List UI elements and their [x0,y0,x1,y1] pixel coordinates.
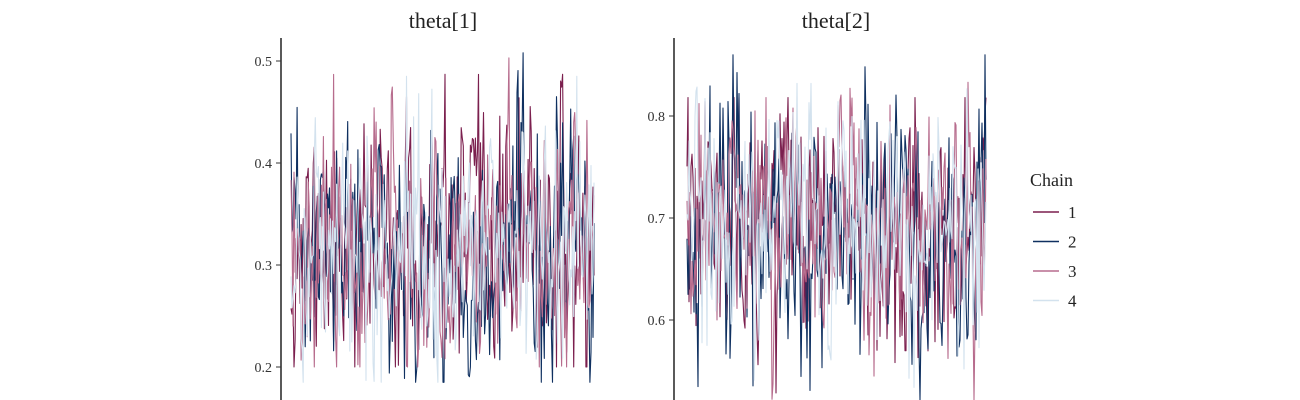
trace-chain-4 [290,75,595,383]
y-tick-label: 0.2 [255,361,273,376]
legend-label-chain-2: 2 [1068,233,1077,252]
panel-title: theta[2] [802,8,870,33]
traces [686,54,987,400]
legend-label-chain-4: 4 [1068,292,1077,311]
y-tick-label: 0.3 [255,259,273,274]
y-ticks: 0.6 0.7 0.8 [648,110,674,329]
panel-theta-1: theta[1] 0.2 0.3 0.4 0.5 [255,8,595,400]
legend-label-chain-3: 3 [1068,262,1077,281]
trace-chain-4 [686,82,987,388]
y-tick-label: 0.7 [648,212,666,227]
legend-entries: 1 2 3 4 [1033,203,1077,311]
panel-theta-2: theta[2] 0.6 0.7 0.8 [648,8,987,400]
y-tick-label: 0.8 [648,110,666,125]
traces [290,52,595,383]
y-tick-label: 0.5 [255,55,273,70]
y-tick-label: 0.6 [648,314,666,329]
legend: Chain 1 2 3 4 [1030,170,1077,311]
y-ticks: 0.2 0.3 0.4 0.5 [255,55,281,376]
legend-label-chain-1: 1 [1068,203,1077,222]
legend-title: Chain [1030,170,1073,190]
y-tick-label: 0.4 [255,157,273,172]
panel-title: theta[1] [409,8,477,33]
